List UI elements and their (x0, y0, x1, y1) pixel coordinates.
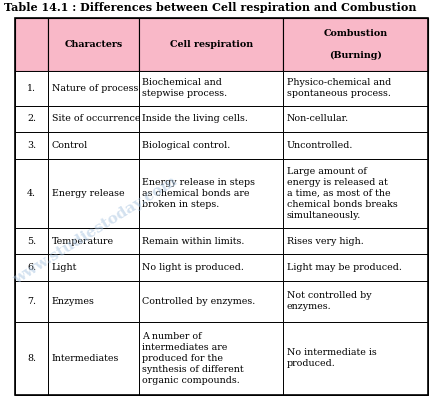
Text: Remain within limits.: Remain within limits. (143, 237, 245, 246)
Text: 2.: 2. (27, 114, 36, 123)
Bar (283, 132, 428, 159)
Bar (15, 322, 48, 395)
Text: Nature of process: Nature of process (51, 84, 138, 93)
Bar (139, 254, 283, 281)
Text: No light is produced.: No light is produced. (143, 263, 244, 272)
Text: 5.: 5. (27, 237, 36, 246)
Bar (139, 322, 283, 395)
Bar (48, 322, 139, 395)
Bar (48, 254, 139, 281)
Bar (48, 18, 139, 71)
Text: Light may be produced.: Light may be produced. (287, 263, 402, 272)
Bar (15, 71, 48, 105)
Bar (15, 254, 48, 281)
Text: Inside the living cells.: Inside the living cells. (143, 114, 248, 123)
Bar (139, 159, 283, 228)
Text: Physico-chemical and
spontaneous process.: Physico-chemical and spontaneous process… (287, 78, 391, 98)
Bar (48, 281, 139, 322)
Bar (48, 228, 139, 254)
Text: 8.: 8. (27, 354, 36, 363)
Bar (283, 159, 428, 228)
Bar (139, 18, 283, 71)
Text: Light: Light (51, 263, 77, 272)
Text: Biological control.: Biological control. (143, 141, 231, 150)
Bar (283, 322, 428, 395)
Text: Uncontrolled.: Uncontrolled. (287, 141, 353, 150)
Text: Temperature: Temperature (51, 237, 114, 246)
Bar (283, 18, 428, 71)
Text: Large amount of
energy is released at
a time, as most of the
chemical bonds brea: Large amount of energy is released at a … (287, 166, 398, 220)
Bar (15, 281, 48, 322)
Bar (139, 281, 283, 322)
Text: Energy release in steps
as chemical bonds are
broken in steps.: Energy release in steps as chemical bond… (143, 178, 255, 209)
Text: Site of occurrence: Site of occurrence (51, 114, 140, 123)
Text: Biochemical and
stepwise process.: Biochemical and stepwise process. (143, 78, 228, 98)
Bar (48, 132, 139, 159)
Text: 3.: 3. (27, 141, 36, 150)
Text: Non-cellular.: Non-cellular. (287, 114, 349, 123)
Bar (139, 105, 283, 132)
Text: Rises very high.: Rises very high. (287, 237, 364, 246)
Text: Intermediates: Intermediates (51, 354, 119, 363)
Text: Control: Control (51, 141, 88, 150)
Bar (283, 228, 428, 254)
Bar (15, 105, 48, 132)
Text: Not controlled by
enzymes.: Not controlled by enzymes. (287, 291, 372, 311)
Bar (48, 105, 139, 132)
Bar (139, 228, 283, 254)
Bar (48, 159, 139, 228)
Text: 7.: 7. (27, 297, 36, 306)
Text: Cell respiration: Cell respiration (170, 40, 253, 49)
Bar (283, 71, 428, 105)
Bar (15, 18, 48, 71)
Text: Energy release: Energy release (51, 189, 124, 198)
Text: No intermediate is
produced.: No intermediate is produced. (287, 348, 377, 369)
Text: Combustion

(Burning): Combustion (Burning) (324, 29, 388, 60)
Text: 6.: 6. (27, 263, 36, 272)
Bar (283, 105, 428, 132)
Bar (48, 71, 139, 105)
Bar (15, 132, 48, 159)
Bar (139, 71, 283, 105)
Text: 1.: 1. (27, 84, 36, 93)
Bar (15, 159, 48, 228)
Bar (283, 254, 428, 281)
Bar (139, 132, 283, 159)
Text: A number of
intermediates are
produced for the
synthesis of different
organic co: A number of intermediates are produced f… (143, 332, 244, 385)
Text: Enzymes: Enzymes (51, 297, 95, 306)
Bar (283, 281, 428, 322)
Text: Table 14.1 : Differences between Cell respiration and Combustion: Table 14.1 : Differences between Cell re… (4, 2, 416, 13)
Bar (15, 228, 48, 254)
Text: Characters: Characters (64, 40, 123, 49)
Text: 4.: 4. (27, 189, 36, 198)
Text: www.studiestoday.com: www.studiestoday.com (10, 174, 180, 287)
Text: Controlled by enzymes.: Controlled by enzymes. (143, 297, 256, 306)
